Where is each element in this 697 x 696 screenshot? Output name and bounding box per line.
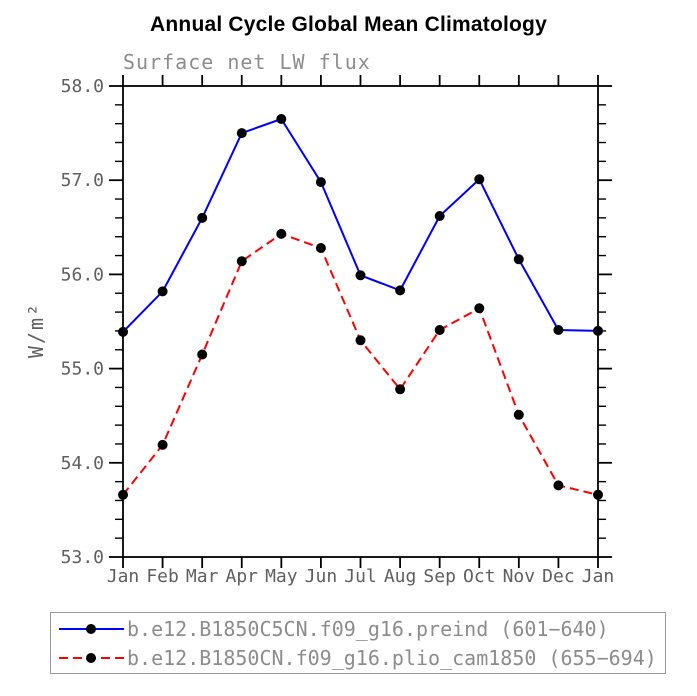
svg-text:Jul: Jul xyxy=(344,566,377,587)
svg-text:Aug: Aug xyxy=(384,566,417,587)
svg-text:58.0: 58.0 xyxy=(61,76,104,97)
legend-line-dashed-icon xyxy=(59,652,124,663)
svg-text:Oct: Oct xyxy=(463,566,496,587)
svg-text:53.0: 53.0 xyxy=(61,547,104,568)
svg-text:May: May xyxy=(265,566,298,587)
legend-label-plio-cam1850: b.e12.B1850CN.f09_g16.plio_cam1850 (655−… xyxy=(127,645,657,670)
legend-line-solid-icon xyxy=(59,623,124,634)
svg-text:54.0: 54.0 xyxy=(61,453,104,474)
svg-text:Feb: Feb xyxy=(146,566,179,587)
svg-text:Sep: Sep xyxy=(423,566,456,587)
chart-subtitle: Surface net LW flux xyxy=(123,50,371,74)
legend: b.e12.B1850C5CN.f09_g16.preind (601−640)… xyxy=(50,612,666,674)
svg-text:Nov: Nov xyxy=(503,566,536,587)
svg-text:Dec: Dec xyxy=(542,566,575,587)
legend-item-plio-cam1850: b.e12.B1850CN.f09_g16.plio_cam1850 (655−… xyxy=(51,645,665,671)
svg-text:Apr: Apr xyxy=(225,566,258,587)
svg-text:Jun: Jun xyxy=(305,566,338,587)
svg-text:56.0: 56.0 xyxy=(61,264,104,285)
chart-title: Annual Cycle Global Mean Climatology xyxy=(150,13,547,36)
chart-canvas: 53.0 54.0 55.0 56.0 57.0 58.0 Jan Feb Mar Apr May J… xyxy=(61,75,615,587)
legend-label-preind: b.e12.B1850C5CN.f09_g16.preind (601−640) xyxy=(127,616,609,641)
legend-item-preind: b.e12.B1850C5CN.f09_g16.preind (601−640) xyxy=(51,616,665,642)
svg-text:Mar: Mar xyxy=(186,566,219,587)
svg-text:57.0: 57.0 xyxy=(61,170,104,191)
svg-text:Jan: Jan xyxy=(107,566,140,587)
svg-text:Jan: Jan xyxy=(582,566,615,587)
svg-text:55.0: 55.0 xyxy=(61,359,104,380)
